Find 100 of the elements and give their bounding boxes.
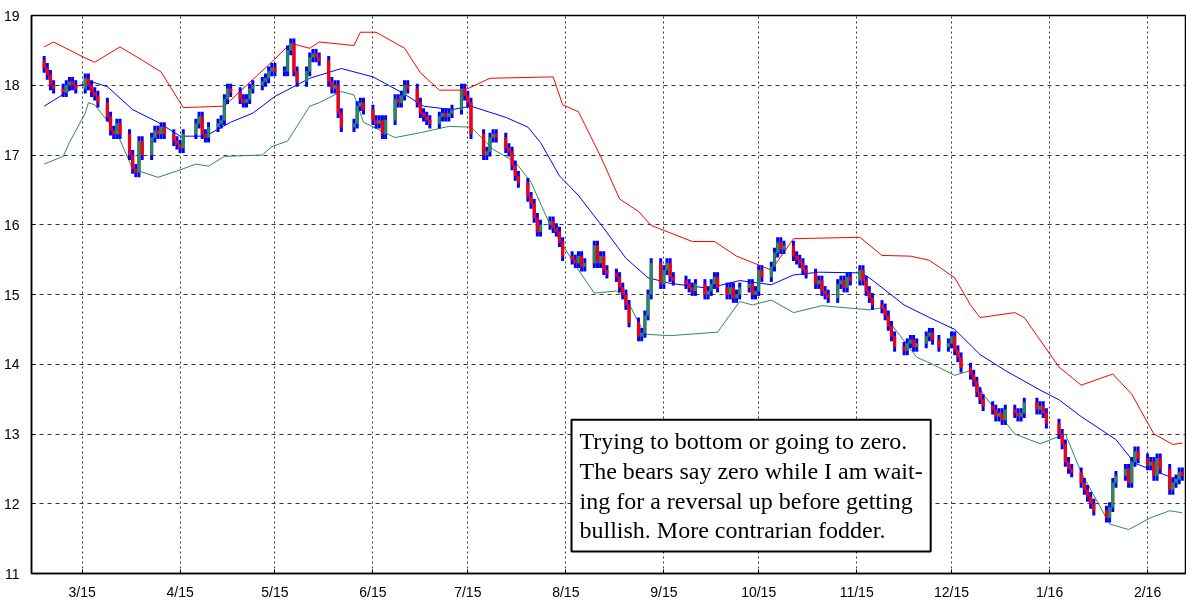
candlestick: [64, 80, 68, 98]
candlestick: [447, 108, 451, 122]
candlestick: [931, 327, 935, 345]
candlestick: [428, 115, 432, 129]
candlestick: [1177, 467, 1181, 486]
x-tick-label: 5/15: [261, 583, 289, 600]
candlestick: [690, 282, 694, 296]
candlestick: [74, 80, 78, 94]
x-tick-label: 6/15: [359, 583, 387, 600]
candlestick: [172, 129, 176, 146]
candlestick: [216, 118, 220, 132]
candlestick: [273, 62, 277, 78]
y-tick-label: 18: [3, 77, 20, 94]
x-tick-label: 3/15: [68, 583, 96, 600]
candlestick: [576, 251, 580, 268]
candlestick: [482, 129, 486, 160]
candlestick: [450, 103, 454, 119]
candlestick: [317, 52, 321, 66]
candlestick: [361, 96, 365, 115]
candlestick: [1022, 397, 1026, 418]
candlestick: [687, 279, 691, 293]
candlestick: [260, 76, 264, 92]
candlestick: [1180, 467, 1184, 481]
y-tick-label: 19: [3, 7, 20, 24]
candlestick: [637, 317, 641, 343]
candlestick: [1003, 404, 1007, 425]
candlestick: [1035, 397, 1039, 415]
candlestick: [845, 272, 849, 293]
candlestick: [425, 111, 429, 126]
candlestick: [115, 118, 119, 139]
x-tick-label: 4/15: [166, 583, 194, 600]
candlestick: [267, 66, 271, 85]
candlestick: [570, 251, 574, 265]
y-tick-label: 17: [3, 147, 20, 163]
candlestick: [716, 272, 720, 293]
candlestick: [915, 338, 919, 352]
candlestick: [595, 239, 599, 268]
candlestick: [71, 76, 75, 92]
candlestick: [1152, 457, 1156, 481]
candlestick: [1104, 504, 1108, 523]
candlestick: [118, 118, 122, 139]
candlestick: [504, 132, 508, 153]
y-tick-label: 13: [3, 426, 20, 442]
candlestick: [731, 282, 735, 303]
candlestick: [444, 108, 448, 122]
candlestick: [924, 331, 928, 350]
x-tick-label: 11/15: [839, 583, 874, 600]
candlestick: [1136, 446, 1140, 464]
candlestick: [1016, 408, 1020, 422]
candlestick: [782, 239, 786, 255]
candlestick: [668, 258, 672, 282]
candlestick: [238, 87, 242, 105]
y-tick-label: 11: [4, 565, 20, 582]
candlestick: [779, 237, 783, 255]
candlestick: [997, 408, 1001, 422]
candlestick: [703, 279, 707, 300]
x-tick-label: 10/15: [741, 583, 777, 600]
candlestick: [200, 111, 204, 139]
candlestick: [820, 275, 824, 296]
candlestick: [1155, 453, 1159, 481]
candlestick: [314, 48, 318, 64]
candlestick: [580, 251, 584, 272]
y-tick-label: 16: [3, 216, 20, 233]
candlestick: [791, 239, 795, 262]
candlestick: [573, 254, 577, 268]
candlestick: [693, 279, 697, 296]
candlestick: [912, 333, 916, 352]
candlestick: [488, 132, 492, 157]
candlestick: [96, 89, 100, 108]
candlestick: [380, 115, 384, 139]
candlestick: [858, 265, 862, 286]
candlestick: [750, 279, 754, 300]
candlestick: [738, 282, 742, 300]
candlestick: [659, 258, 663, 289]
candlestick: [156, 125, 160, 139]
candlestick: [1013, 404, 1017, 418]
candlestick: [602, 251, 606, 275]
candlestick: [814, 268, 818, 289]
candlestick: [757, 265, 761, 296]
candlestick: [551, 216, 555, 234]
candlestick: [207, 122, 211, 143]
candlestick: [371, 103, 375, 126]
x-tick-label: 12/15: [934, 583, 970, 600]
candlestick: [181, 129, 185, 153]
candlestick: [905, 338, 909, 357]
candlestick: [684, 275, 688, 289]
y-tick-label: 15: [3, 286, 20, 303]
candlestick: [83, 73, 87, 94]
candlestick: [393, 94, 397, 126]
candlestick: [437, 111, 441, 129]
y-tick-label: 14: [3, 356, 20, 373]
candlestick: [355, 101, 359, 129]
x-tick-label: 2/16: [1133, 583, 1162, 600]
x-tick-label: 7/15: [454, 583, 482, 600]
x-tick-label: 1/16: [1035, 583, 1064, 600]
candlestick: [826, 289, 830, 303]
candlestick: [836, 279, 840, 303]
candlestick: [494, 129, 498, 143]
annotation: Trying to bottom or going to zero. The bears say zero while I am wait- ing for a reversal up before getting bullish. More contrarian fodder.: [579, 427, 923, 544]
y-tick-label: 12: [3, 495, 20, 512]
